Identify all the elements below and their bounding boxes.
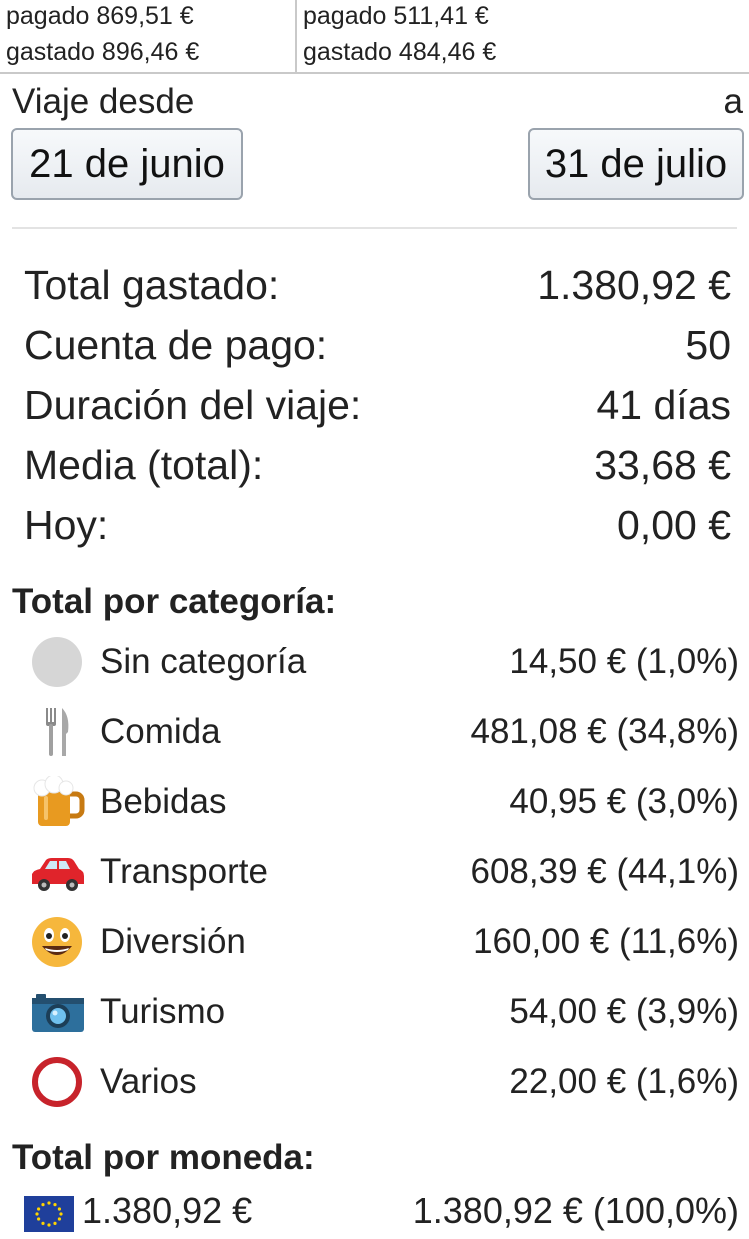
category-value: 14,50 € (1,0%) [509,642,739,681]
stat-value: 33,68 € [594,442,731,488]
fork-knife-icon [46,708,69,756]
smiley-face-icon [32,917,82,967]
stat-total-spent: Total gastado: 1.380,92 € [24,262,731,322]
category-value: 40,95 € (3,0%) [509,782,739,821]
car-icon [32,858,84,891]
stat-value: 0,00 € [617,502,731,548]
category-value: 160,00 € (11,6%) [473,922,739,961]
category-name: Bebidas [100,782,227,821]
category-row-comida: Comida 481,08 € (34,8%) [28,702,739,762]
category-section-title: Total por categoría: [12,582,337,621]
paid-amount: pagado 869,51 € [6,2,194,30]
currency-row: 1.380,92 € 1.380,92 € (100,0%) [24,1186,739,1236]
category-value: 54,00 € (3,9%) [509,992,739,1031]
eu-flag-icon [24,1196,74,1232]
category-name: Diversión [100,922,246,961]
spent-amount: gastado 896,46 € [6,38,200,66]
participant-summary-cell[interactable]: pagado 511,41 € gastado 484,46 € [297,0,749,72]
stat-value: 41 días [596,382,732,428]
stat-trip-duration: Duración del viaje: 41 días [24,382,731,442]
currency-converted-total: 1.380,92 € (100,0%) [412,1190,739,1231]
divider [12,227,737,229]
stat-today: Hoy: 0,00 € [24,502,731,562]
trip-to-label: a [723,82,743,121]
stat-label: Total gastado: [24,262,280,308]
stat-value: 1.380,92 € [537,262,731,308]
participant-summary-strip: pagado 869,51 € gastado 896,46 € pagado … [0,0,749,74]
stat-label: Hoy: [24,502,109,548]
gray-circle-icon [32,637,82,687]
trip-from-label: Viaje desde [12,82,195,121]
category-row-diversion: Diversión 160,00 € (11,6%) [28,912,739,972]
beer-mug-icon [33,776,85,826]
red-ring-icon [32,1057,82,1107]
category-name: Varios [100,1062,197,1101]
stat-payment-count: Cuenta de pago: 50 [24,322,731,382]
stat-average: Media (total): 33,68 € [24,442,731,502]
category-value: 608,39 € (44,1%) [470,852,739,891]
category-value: 481,08 € (34,8%) [470,712,739,751]
spent-amount: gastado 484,46 € [303,38,497,66]
camera-icon [32,994,84,1032]
currency-section-title: Total por moneda: [12,1138,315,1177]
stat-label: Duración del viaje: [24,382,362,428]
category-row-transporte: Transporte 608,39 € (44,1%) [28,842,739,902]
participant-summary-cell[interactable]: pagado 869,51 € gastado 896,46 € [0,0,297,72]
start-date-button[interactable]: 21 de junio [11,128,243,200]
category-name: Sin categoría [100,642,307,681]
end-date-button[interactable]: 31 de julio [528,128,744,200]
category-name: Transporte [100,852,268,891]
stat-value: 50 [685,322,731,368]
category-row-turismo: Turismo 54,00 € (3,9%) [28,982,739,1042]
currency-amount: 1.380,92 € [82,1190,253,1231]
stat-label: Cuenta de pago: [24,322,328,368]
category-row-varios: Varios 22,00 € (1,6%) [28,1052,739,1112]
category-name: Comida [100,712,221,751]
stat-label: Media (total): [24,442,264,488]
category-row-sin-categoria: Sin categoría 14,50 € (1,0%) [28,632,739,692]
category-name: Turismo [100,992,226,1031]
category-value: 22,00 € (1,6%) [509,1062,739,1101]
category-row-bebidas: Bebidas 40,95 € (3,0%) [28,772,739,832]
paid-amount: pagado 511,41 € [303,2,489,30]
